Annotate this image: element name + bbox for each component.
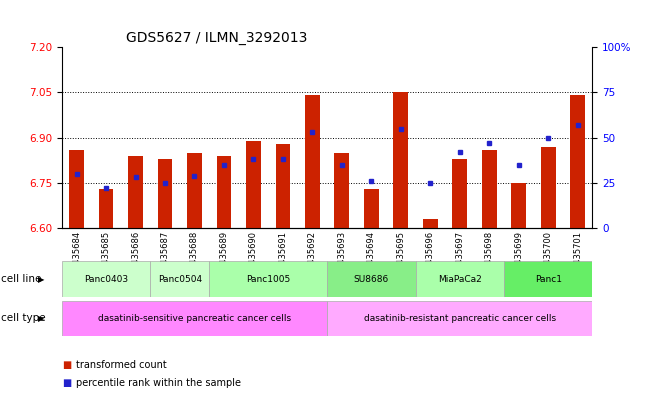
Bar [415,261,504,297]
Bar [482,150,497,228]
Text: Panc0403: Panc0403 [84,275,128,283]
Bar [128,156,143,228]
Bar [327,301,592,336]
Bar [275,143,290,228]
Bar [364,189,379,228]
Bar [327,261,415,297]
Bar [511,183,526,228]
Bar [69,150,84,228]
Bar [570,95,585,228]
Text: SU8686: SU8686 [353,275,389,283]
Bar [158,159,173,228]
Text: ■: ■ [62,360,71,370]
Text: dasatinib-sensitive pancreatic cancer cells: dasatinib-sensitive pancreatic cancer ce… [98,314,291,323]
Bar [99,189,113,228]
Bar [393,92,408,228]
Bar [62,301,327,336]
Bar [504,261,592,297]
Text: ▶: ▶ [38,275,44,283]
Bar [62,261,150,297]
Bar [209,261,327,297]
Text: cell line: cell line [1,274,41,284]
Text: cell type: cell type [1,313,46,323]
Text: Panc1005: Panc1005 [246,275,290,283]
Text: GDS5627 / ILMN_3292013: GDS5627 / ILMN_3292013 [126,31,307,45]
Text: dasatinib-resistant pancreatic cancer cells: dasatinib-resistant pancreatic cancer ce… [364,314,556,323]
Bar [217,156,231,228]
Text: Panc0504: Panc0504 [158,275,202,283]
Text: Panc1: Panc1 [534,275,562,283]
Bar [246,141,261,228]
Text: transformed count: transformed count [76,360,167,370]
Bar [452,159,467,228]
Bar [541,147,555,228]
Bar [335,152,349,228]
Text: percentile rank within the sample: percentile rank within the sample [76,378,241,388]
Bar [187,152,202,228]
Bar [305,95,320,228]
Text: ■: ■ [62,378,71,388]
Bar [150,261,209,297]
Bar [423,219,437,228]
Text: ▶: ▶ [38,314,44,323]
Text: MiaPaCa2: MiaPaCa2 [438,275,482,283]
